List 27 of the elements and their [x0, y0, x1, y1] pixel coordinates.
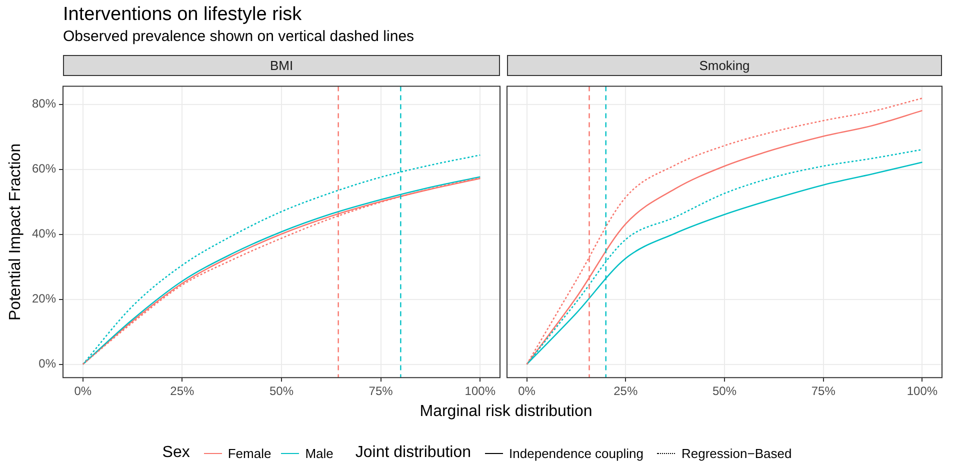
x-axis-title: Marginal risk distribution — [418, 403, 594, 421]
y-tick-label: 80% — [32, 96, 56, 111]
x-tick-label: 25% — [614, 384, 638, 398]
text: Joint distribution — [355, 444, 472, 462]
x-tick-label: 50% — [712, 384, 737, 398]
chart-title: BMI — [63, 55, 500, 76]
y-tick-label: 60% — [32, 162, 56, 176]
text: Regression−Based — [681, 446, 792, 460]
x-tick-label: 0% — [518, 384, 536, 398]
x-tick-label: 0% — [74, 384, 92, 398]
y-tick-label: 0% — [38, 356, 56, 371]
y-tick-label: 40% — [32, 226, 56, 241]
x-tick-label: 25% — [170, 384, 195, 398]
y-tick-label: 20% — [32, 292, 56, 306]
x-tick-label: 50% — [269, 384, 294, 398]
legend-label: Female — [228, 446, 272, 460]
text: Observed prevalence shown on vertical dashed lines — [63, 28, 414, 45]
x-tick-label: 75% — [811, 384, 836, 398]
x-tick-label: 75% — [368, 384, 394, 398]
text: Interventions on lifestyle risk — [63, 4, 302, 26]
legend-title: Sex — [162, 444, 190, 462]
text: Independence coupling — [509, 446, 644, 460]
x-tick-label: 100% — [464, 384, 496, 398]
chart-title: Smoking — [507, 55, 942, 76]
y-axis-title: Potential Impact Fraction — [7, 144, 25, 320]
legend-label: Male — [305, 446, 334, 460]
x-tick-label: 100% — [906, 384, 938, 398]
